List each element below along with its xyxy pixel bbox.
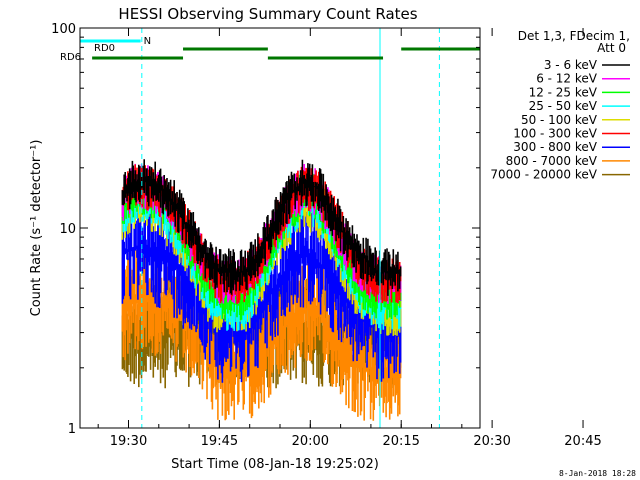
legend-label: 25 - 50 keV	[529, 99, 598, 113]
series-3-6keV	[121, 159, 402, 296]
x-tick-label: 19:30	[110, 434, 147, 449]
y-tick-label: 10	[59, 222, 76, 237]
chart-title: HESSI Observing Summary Count Rates	[118, 5, 417, 23]
x-tick-label: 20:45	[564, 434, 601, 449]
legend-label: 800 - 7000 keV	[506, 154, 598, 168]
x-tick-label: 20:00	[292, 434, 329, 449]
y-tick-label: 100	[51, 22, 76, 37]
x-tick-label: 19:45	[201, 434, 238, 449]
legend-label: 300 - 800 keV	[513, 140, 597, 154]
legend-header-line-2: Att 0	[597, 41, 626, 55]
y-tick-label: 1	[68, 422, 76, 437]
series-trace	[121, 159, 402, 296]
legend-header-line-1: Det 1,3, FDecim 1,	[518, 29, 630, 43]
x-axis-label: Start Time (08-Jan-18 19:25:02)	[171, 457, 379, 472]
legend-label: 50 - 100 keV	[521, 113, 598, 127]
legend-label: 3 - 6 keV	[544, 58, 598, 72]
flag-label-n: N	[144, 36, 151, 47]
legend-label: 12 - 25 keV	[529, 85, 598, 99]
y-axis: 1 10 100	[51, 22, 480, 437]
x-tick-label: 20:30	[473, 434, 510, 449]
plot-area: N RD0 RD6	[60, 28, 480, 428]
x-tick-label: 20:15	[382, 434, 419, 449]
flag-label-rd0: RD0	[94, 43, 115, 54]
flag-label-rd6: RD6	[60, 52, 81, 63]
legend-label: 100 - 300 keV	[513, 127, 597, 141]
legend-label: 6 - 12 keV	[536, 72, 598, 86]
y-axis-label: Count Rate (s⁻¹ detector⁻¹)	[29, 140, 44, 317]
legend-label: 7000 - 20000 keV	[490, 168, 597, 182]
footer-date: 8-Jan-2018 18:28	[559, 469, 636, 478]
